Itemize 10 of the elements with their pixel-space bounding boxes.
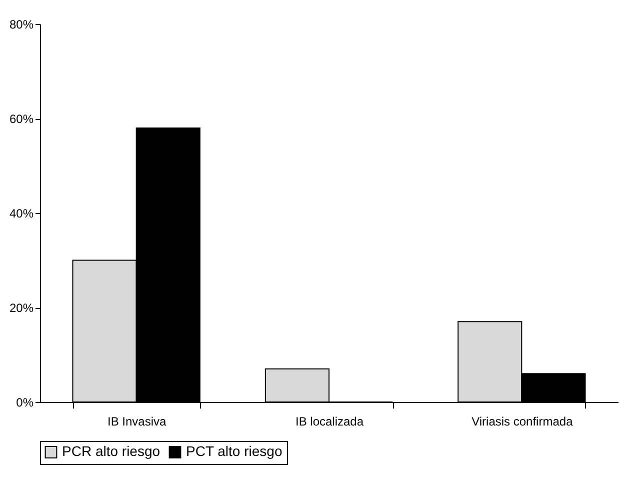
y-tick-label: 40% (9, 206, 34, 220)
x-tick-label: IB localizada (295, 414, 364, 428)
legend-label: PCT alto riesgo (186, 443, 282, 460)
legend-label: PCR alto riesgo (62, 443, 160, 460)
x-tick-label: IB Invasiva (107, 414, 166, 428)
y-tick-label: 20% (9, 301, 34, 315)
y-tick-label: 80% (9, 18, 34, 32)
y-tick-label: 60% (9, 112, 34, 126)
x-tick-label: Viriasis confirmada (472, 414, 574, 428)
y-tick-label: 0% (16, 396, 34, 410)
